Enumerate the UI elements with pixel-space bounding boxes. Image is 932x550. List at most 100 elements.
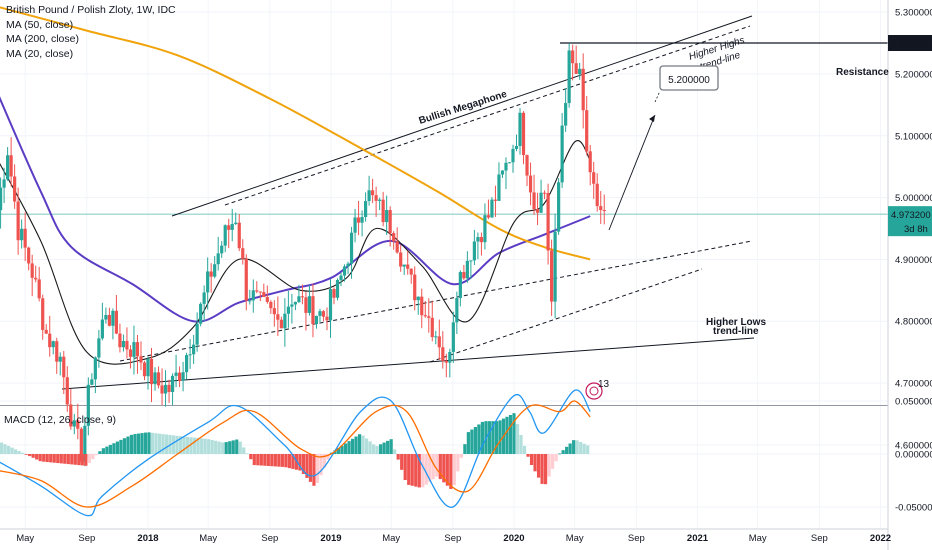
- candle-body: [430, 317, 434, 338]
- chart-legend: British Pound / Polish Zloty, 1W, IDC MA…: [6, 3, 176, 61]
- lower-dashed-line[interactable]: [429, 268, 703, 363]
- macd-histogram-bar: [112, 443, 116, 454]
- macd-histogram-bar: [540, 454, 544, 484]
- macd-histogram-bar: [372, 444, 376, 454]
- macd-histogram-bar: [343, 443, 348, 454]
- candle-body: [465, 260, 469, 279]
- macd-histogram-bar: [224, 442, 228, 454]
- candle-body: [199, 303, 203, 324]
- macd-histogram-bar: [466, 432, 470, 454]
- candle-body: [479, 237, 484, 243]
- candle-body: [539, 192, 543, 213]
- candle-body: [234, 222, 238, 225]
- macd-histogram-bar: [480, 421, 485, 454]
- time-tick-label: Sep: [78, 533, 95, 544]
- candle-body: [557, 182, 561, 232]
- candle-body: [142, 362, 147, 377]
- megaphone-upper-line[interactable]: [171, 15, 753, 217]
- candle-body: [6, 155, 10, 180]
- higher-highs-line[interactable]: [224, 25, 751, 206]
- macd-histogram-bar: [350, 438, 355, 454]
- higher-lows-label: Higher Lows: [706, 317, 766, 328]
- macd-histogram-bar: [568, 443, 572, 454]
- price-tick-label: 4.900000: [895, 255, 932, 266]
- macd-histogram-bar: [554, 454, 558, 462]
- time-tick-label: May: [566, 533, 584, 544]
- candle-body: [13, 176, 17, 202]
- megaphone-mid-dashed-line[interactable]: [119, 240, 753, 362]
- candle-body: [97, 338, 101, 358]
- macd-histogram-bar: [403, 454, 407, 481]
- candle-body: [195, 323, 199, 345]
- ma-line-ma-50-close-[interactable]: [0, 86, 591, 323]
- ma200-legend[interactable]: MA (200, close): [6, 33, 79, 45]
- macd-histogram-bar: [551, 454, 555, 469]
- events-badge[interactable]: 13: [585, 379, 610, 400]
- candle-body: [483, 215, 487, 243]
- candle-body: [220, 245, 224, 254]
- candle-body: [490, 199, 494, 218]
- candle-body: [525, 155, 529, 176]
- macd-histogram-bar: [421, 454, 425, 488]
- candle-body: [300, 296, 305, 298]
- signal-line[interactable]: [0, 400, 591, 508]
- macd-histogram-bar: [263, 454, 267, 466]
- macd-histogram-bar: [287, 454, 291, 469]
- candle-body: [83, 425, 87, 462]
- macd-histogram-bar: [157, 433, 162, 454]
- macd-histogram-bar: [491, 421, 495, 454]
- macd-histogram-bar: [231, 440, 235, 454]
- macd-histogram-bar: [512, 413, 516, 454]
- macd-histogram-bar: [519, 434, 523, 454]
- candle-body: [30, 263, 34, 278]
- candle-body: [44, 329, 48, 334]
- macd-histogram-bar: [207, 439, 211, 454]
- symbol-title[interactable]: British Pound / Polish Zloty, 1W, IDC: [6, 4, 176, 16]
- macd-histogram-bar: [147, 432, 151, 454]
- macd-histogram-bar: [17, 451, 21, 454]
- candle-body: [51, 341, 55, 348]
- target-callout[interactable]: 5.200000: [659, 65, 719, 91]
- macd-line[interactable]: [0, 389, 591, 517]
- candle-body: [216, 253, 220, 265]
- time-tick-label: 2021: [687, 533, 709, 544]
- macd-histogram-bar: [308, 454, 313, 482]
- macd-histogram-bar: [140, 433, 144, 454]
- candle-body: [286, 306, 290, 314]
- candle-body: [441, 347, 445, 361]
- macd-histogram-bar: [217, 441, 221, 454]
- candle-body: [542, 192, 547, 194]
- time-tick-label: May: [382, 533, 400, 544]
- ma-line-ma-200-close-[interactable]: [0, 6, 591, 261]
- candle-body: [227, 225, 231, 230]
- ma50-legend[interactable]: MA (50, close): [6, 18, 74, 31]
- resistance-price-badge: [888, 35, 932, 52]
- macd-histogram-bar: [547, 454, 551, 477]
- target-callout-text: 5.200000: [668, 75, 710, 86]
- macd-histogram-bar: [375, 445, 379, 454]
- ma-line-ma-20-close-[interactable]: [0, 139, 591, 365]
- macd-histogram-bar: [0, 442, 4, 454]
- candle-body: [528, 175, 533, 193]
- macd-legend[interactable]: MACD (12, 26, close, 9): [4, 414, 117, 426]
- candle-body: [521, 112, 526, 156]
- candle-body: [76, 420, 80, 429]
- ma20-legend[interactable]: MA (20, close): [6, 47, 74, 60]
- candle-body: [251, 290, 255, 301]
- candle-body: [170, 375, 175, 392]
- candle-body: [177, 372, 182, 381]
- pane-separator[interactable]: [0, 405, 888, 406]
- candle-body: [111, 310, 115, 326]
- macd-histogram-bar: [280, 454, 284, 467]
- projection-arrow[interactable]: [608, 114, 656, 231]
- candle-body: [100, 319, 104, 339]
- candle-body: [420, 296, 424, 316]
- candle-body: [504, 162, 508, 171]
- candle-body: [455, 298, 459, 323]
- macd-histogram-bar: [28, 454, 32, 457]
- higher-lows-line[interactable]: [61, 337, 755, 390]
- macd-histogram-bar: [470, 429, 474, 454]
- candle-body: [23, 228, 27, 248]
- resistance-label: Resistance: [836, 67, 889, 78]
